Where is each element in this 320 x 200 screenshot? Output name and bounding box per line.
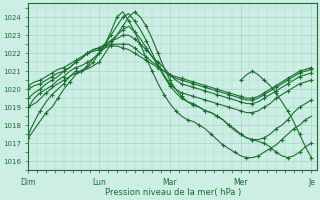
X-axis label: Pression niveau de la mer( hPa ): Pression niveau de la mer( hPa ) <box>105 188 241 197</box>
